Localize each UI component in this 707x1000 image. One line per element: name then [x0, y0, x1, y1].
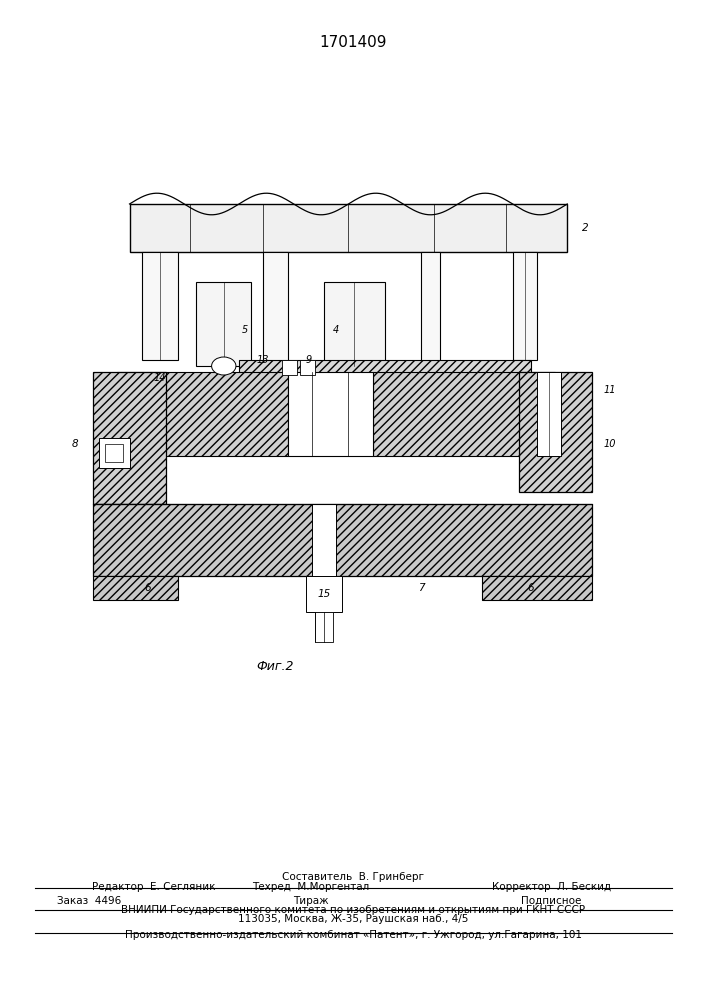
Bar [141, 252, 178, 360]
Bar [197, 282, 251, 366]
Text: 2: 2 [583, 223, 589, 233]
Text: 5: 5 [242, 325, 248, 335]
Bar [105, 444, 124, 462]
Bar [117, 372, 288, 456]
Bar [373, 372, 555, 456]
Bar [93, 372, 166, 504]
Text: 6: 6 [527, 583, 534, 593]
Text: Редактор  Е. Сегляник: Редактор Е. Сегляник [92, 882, 216, 892]
Bar [93, 576, 178, 600]
Text: 10: 10 [604, 439, 616, 449]
Text: Техред  М.Моргентал: Техред М.Моргентал [252, 882, 370, 892]
Text: 13: 13 [257, 355, 269, 365]
Text: 7: 7 [418, 583, 425, 593]
Text: 11: 11 [604, 385, 616, 395]
Bar [99, 438, 129, 468]
Text: 9: 9 [306, 355, 312, 365]
Bar [129, 204, 567, 252]
Bar [482, 576, 592, 600]
Bar [537, 372, 561, 456]
Bar [263, 252, 288, 372]
Bar [93, 504, 592, 576]
Text: 113035, Москва, Ж-35, Раушская наб., 4/5: 113035, Москва, Ж-35, Раушская наб., 4/5 [238, 914, 469, 924]
Bar [324, 282, 385, 366]
Text: Корректор  Л. Бескид: Корректор Л. Бескид [492, 882, 611, 892]
Text: 4: 4 [333, 325, 339, 335]
Text: 6: 6 [144, 583, 151, 593]
Bar [315, 612, 333, 642]
Text: Подписное: Подписное [521, 896, 582, 906]
Bar [519, 372, 592, 492]
Text: 14: 14 [154, 373, 166, 383]
Text: Заказ  4496: Заказ 4496 [57, 896, 121, 906]
Text: ВНИИПИ Государственного комитета по изобретениям и открытиям при ГКНТ СССР: ВНИИПИ Государственного комитета по изоб… [122, 905, 585, 915]
Bar [421, 252, 440, 372]
Bar [513, 252, 537, 360]
Bar [300, 360, 315, 375]
Text: Фиг.2: Фиг.2 [257, 660, 294, 673]
Bar [306, 576, 342, 612]
Ellipse shape [211, 357, 236, 375]
Text: Составитель  В. Гринберг: Составитель В. Гринберг [283, 872, 424, 882]
Text: Производственно-издательский комбинат «Патент», г. Ужгород, ул.Гагарина, 101: Производственно-издательский комбинат «П… [125, 930, 582, 940]
Bar [281, 360, 297, 375]
Text: Тираж: Тираж [293, 896, 329, 906]
Text: 1701409: 1701409 [320, 35, 387, 50]
Bar [239, 360, 531, 378]
Bar [288, 372, 373, 456]
Text: 8: 8 [71, 439, 78, 449]
Bar [312, 504, 337, 576]
Text: 15: 15 [317, 589, 331, 599]
